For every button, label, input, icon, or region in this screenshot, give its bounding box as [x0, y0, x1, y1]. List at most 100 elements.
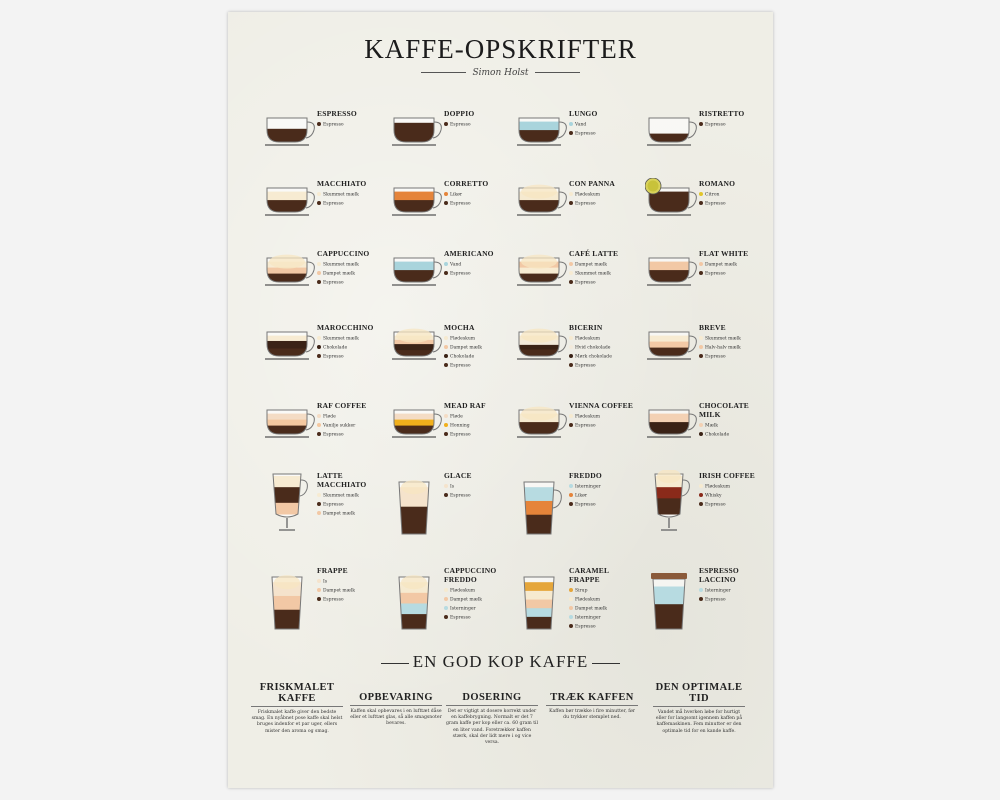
ingredient-layer: [519, 130, 559, 142]
vessel: [390, 178, 444, 226]
ingredient: Skummet mælk: [317, 262, 389, 268]
ingredient: Espresso: [317, 597, 389, 603]
ingredient: Flødeskum: [444, 587, 516, 593]
ingredient: Flødeskum: [444, 336, 516, 342]
tip-text: Det er vigtigt at dosere korrekt under e…: [446, 709, 538, 746]
ingredient-label: Vand: [575, 122, 587, 128]
ingredient-dot-icon: [569, 354, 573, 358]
ingredient-layer: [273, 487, 301, 504]
drink-name: Glace: [444, 471, 472, 480]
ingredient-layer: [399, 603, 429, 615]
ingredient-label: Skummet mælk: [323, 192, 359, 198]
ingredient-layer: [524, 582, 554, 592]
ingredient: Espresso: [317, 354, 389, 360]
tip-text: Kaffen skal opbevares i en lufttæt dåse …: [350, 709, 442, 727]
ingredient-dot-icon: [699, 262, 703, 266]
drink-name: Mocha: [444, 323, 475, 332]
ingredient-layer: [267, 419, 307, 427]
ingredient-dot-icon: [444, 587, 448, 592]
ingredient: Likør: [569, 493, 641, 499]
ingredient: Dampet mælk: [317, 271, 389, 277]
ingredient-label: Flødeskum: [575, 597, 601, 602]
ingredient-label: Dampet mælk: [450, 345, 483, 351]
vessel: [515, 565, 569, 639]
drink-info: Espresso Laccino Isterninger Espresso: [699, 566, 771, 602]
ingredient-dot-icon: [444, 271, 448, 275]
ingredient-label: Espresso: [575, 201, 596, 207]
drink-vessel-icon: [517, 184, 567, 216]
vessel: [645, 400, 699, 448]
vessel: [390, 565, 444, 639]
ingredient-dot-icon: [444, 484, 448, 488]
drink-info: Romano Citron Espresso: [699, 179, 771, 207]
ingredient: Likør: [444, 192, 516, 198]
ingredient: Espresso: [444, 493, 516, 499]
ingredient: Fløde: [444, 414, 516, 420]
drink-name: Espresso Laccino: [699, 566, 739, 584]
ingredient-layer: [272, 609, 302, 629]
ingredient: Espresso: [569, 201, 641, 207]
drink-name: Irish Coffee: [699, 471, 755, 480]
ingredient-layer: [519, 349, 559, 356]
ingredient-layer: [649, 341, 689, 349]
ingredient: Espresso: [569, 363, 641, 369]
ingredient-dot-icon: [699, 271, 703, 275]
drink-name: Lungo: [569, 109, 598, 118]
drink-name: Chocolate Milk: [699, 401, 750, 419]
drink-vessel-icon: [517, 406, 567, 438]
ingredient-label: Espresso: [705, 502, 726, 508]
section-title: EN GOD KOP KAFFE: [228, 652, 773, 672]
ingredient: Vand: [444, 262, 516, 268]
drink-vessel-icon: [647, 117, 697, 146]
vessel: [515, 322, 569, 370]
ingredient-layer: [649, 270, 689, 282]
drink-vessel-icon: [647, 257, 697, 286]
vessel: [390, 322, 444, 370]
ingredient-dot-icon: [317, 271, 321, 275]
ingredient-label: Dampet mælk: [323, 271, 356, 277]
ingredient: Whisky: [699, 493, 771, 499]
poster-author: Simon Holst: [228, 68, 773, 78]
drink-name: Macchiato: [317, 179, 367, 188]
ingredient-dot-icon: [699, 201, 703, 205]
ingredient-layer: [519, 121, 559, 131]
ingredient-label: Flødeskum: [575, 414, 601, 420]
drink-vessel-icon: [265, 254, 315, 286]
ingredient-dot-icon: [699, 192, 703, 196]
drink-chocolate-milk: Chocolate Milk Mælk Chokolade: [645, 400, 770, 470]
ingredient-label: Espresso: [450, 493, 471, 499]
drink-info: Breve Skummet mælk Halv-halv mælk Espresso: [699, 323, 771, 360]
ingredient-label: Skummet mælk: [575, 271, 611, 277]
ingredient: Hvid chokolade: [569, 345, 641, 351]
drink-vessel-icon: [392, 257, 442, 286]
drink-mead-raf: Mead Raf Fløde Honning Espresso: [390, 400, 515, 470]
drink-name: Caramel Frappe: [569, 566, 609, 584]
ingredient: Espresso: [317, 201, 389, 207]
ingredient-dot-icon: [569, 414, 573, 418]
drink-freddo: Freddo Isterninger Likør Espresso: [515, 470, 640, 540]
ingredient: Isterninger: [569, 484, 641, 490]
ingredient-label: Likør: [450, 192, 463, 198]
ingredient: Skummet mælk: [699, 336, 771, 342]
drink-info: Corretto Likør Espresso: [444, 179, 516, 207]
vessel: [515, 108, 569, 156]
ingredient: Espresso: [569, 280, 641, 286]
ingredient: Halv-halv mælk: [699, 345, 771, 351]
drink-info: Cappuccino Freddo Flødeskum Dampet mælk Ist…: [444, 566, 516, 620]
ingredient-label: Dampet mælk: [323, 511, 356, 516]
drink-name: Americano: [444, 249, 494, 258]
ingredient-layer: [267, 413, 307, 421]
ingredient-layer: [519, 344, 559, 351]
ingredient-dot-icon: [444, 192, 448, 196]
ingredient: Espresso: [317, 432, 389, 438]
ingredient-layer: [519, 267, 559, 275]
ingredient-label: Isterninger: [575, 615, 601, 620]
ingredient-label: Espresso: [450, 615, 471, 620]
ingredient-dot-icon: [444, 345, 448, 349]
ingredient-layer: [267, 191, 307, 201]
ingredient-label: Espresso: [323, 201, 344, 207]
drink-info: Caramel Frappe Sirup Flødeskum Dampet mælk I…: [569, 566, 641, 629]
ingredient-dot-icon: [317, 345, 321, 349]
drink-name: Latte Macchiato: [317, 471, 367, 489]
drink-vessel-icon: [392, 117, 442, 146]
